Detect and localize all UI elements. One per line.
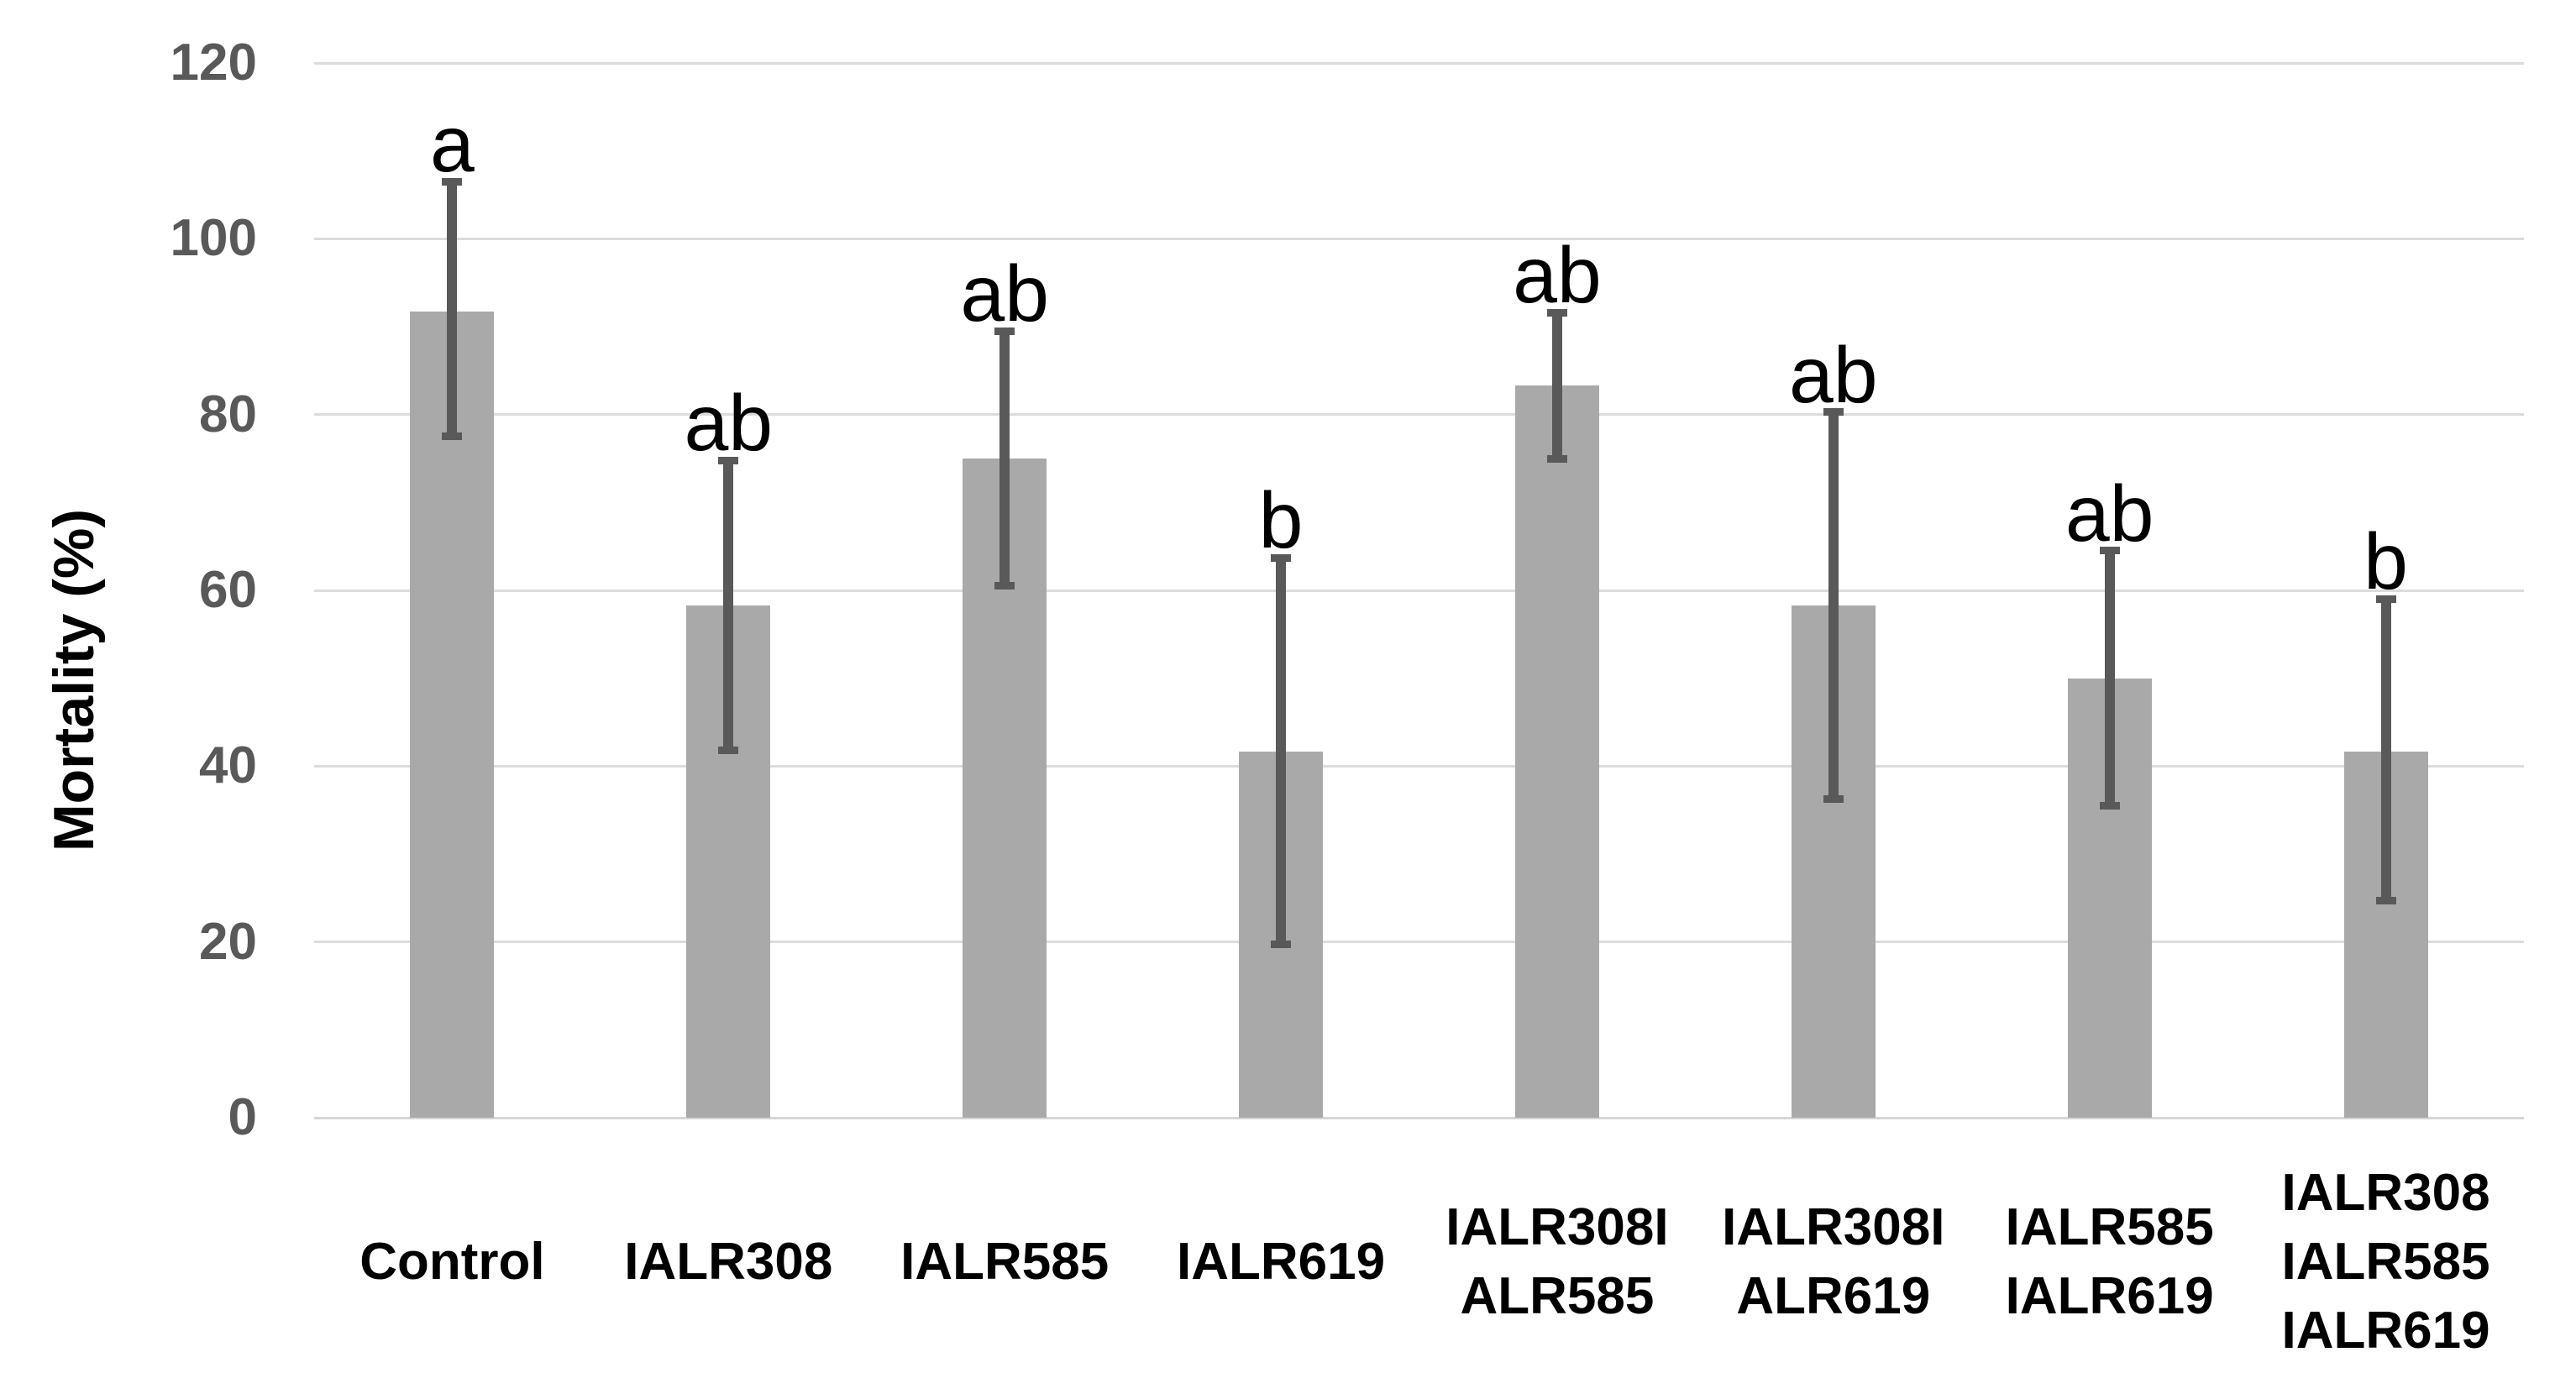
error-bar-bottom-cap [994,582,1015,590]
error-bar-top-cap [2375,595,2396,603]
bar [1514,385,1599,1118]
error-bar-bottom-cap [2375,896,2396,904]
y-gridline [314,61,2524,65]
y-gridline [314,941,2524,944]
category-label: IALR308I ALR585 [1419,1193,1696,1331]
category-label: Control [314,1228,590,1297]
significance-letter: ab [684,379,774,469]
error-bar-line [447,181,458,437]
category-label-line: IALR619 [2281,1302,2490,1360]
error-bar-bottom-cap [1823,794,1844,803]
error-bar-top-cap [1271,553,1292,562]
error-bar-top-cap [718,456,739,464]
category-label-line: IALR619 [2005,1267,2214,1325]
error-bar-line [999,331,1010,586]
category-label-line: IALR308 [2281,1164,2490,1222]
y-tick-label: 0 [228,1088,257,1146]
error-bar-line [2104,550,2115,806]
y-tick-label: 60 [199,561,257,619]
category-label-line: ALR619 [1736,1267,1931,1325]
category-label-line: IALR619 [1177,1233,1386,1291]
error-bar-bottom-cap [1546,454,1567,463]
significance-letter: ab [960,249,1050,339]
category-label-line: IALR585 [2281,1233,2490,1291]
error-bar-line [723,460,734,751]
significance-letter: a [430,100,475,190]
category-label-line: IALR308I [1722,1198,1945,1256]
category-label-line: IALR308 [624,1233,833,1291]
category-label: IALR585 [867,1228,1143,1297]
y-gridline [314,237,2524,240]
category-label: IALR308I ALR619 [1695,1193,1971,1331]
error-bar-bottom-cap [1271,941,1292,949]
bar [410,312,495,1118]
category-label: IALR619 [1143,1228,1419,1297]
category-label-line: ALR585 [1460,1267,1655,1325]
significance-letter: ab [1513,231,1602,321]
error-bar-top-cap [1823,408,1844,417]
error-bar-bottom-cap [2099,801,2120,810]
error-bar-top-cap [994,327,1015,335]
error-bar-line [1276,558,1287,945]
category-label: IALR308 IALR585 IALR619 [2248,1159,2524,1365]
error-bar-bottom-cap [718,746,739,754]
y-tick-label: 120 [170,34,257,92]
x-axis-line [314,1116,2524,1119]
category-label-line: IALR585 [900,1233,1110,1291]
y-gridline [314,764,2524,768]
y-tick-label: 40 [199,736,257,795]
error-bar-top-cap [2099,547,2120,555]
y-gridline [314,413,2524,417]
category-label-line: Control [359,1233,545,1291]
category-label-line: IALR585 [2005,1198,2214,1256]
significance-letter: ab [2064,469,2154,558]
error-bar-line [1828,411,1839,799]
error-bar-top-cap [442,177,463,186]
significance-letter: ab [1788,330,1878,420]
error-bar-top-cap [1546,308,1567,317]
category-label: IALR585 IALR619 [1971,1193,2248,1331]
y-tick-label: 20 [199,912,257,971]
significance-letter: b [1258,476,1304,566]
error-bar-bottom-cap [442,432,463,441]
significance-letter: b [2364,517,2408,607]
error-bar-line [2380,599,2391,901]
y-tick-label: 80 [199,385,257,443]
category-label: IALR308 [590,1228,867,1297]
error-bar-line [1551,312,1562,459]
y-gridline [314,589,2524,592]
y-tick-label: 100 [170,209,257,268]
category-label-line: IALR308I [1445,1198,1669,1256]
